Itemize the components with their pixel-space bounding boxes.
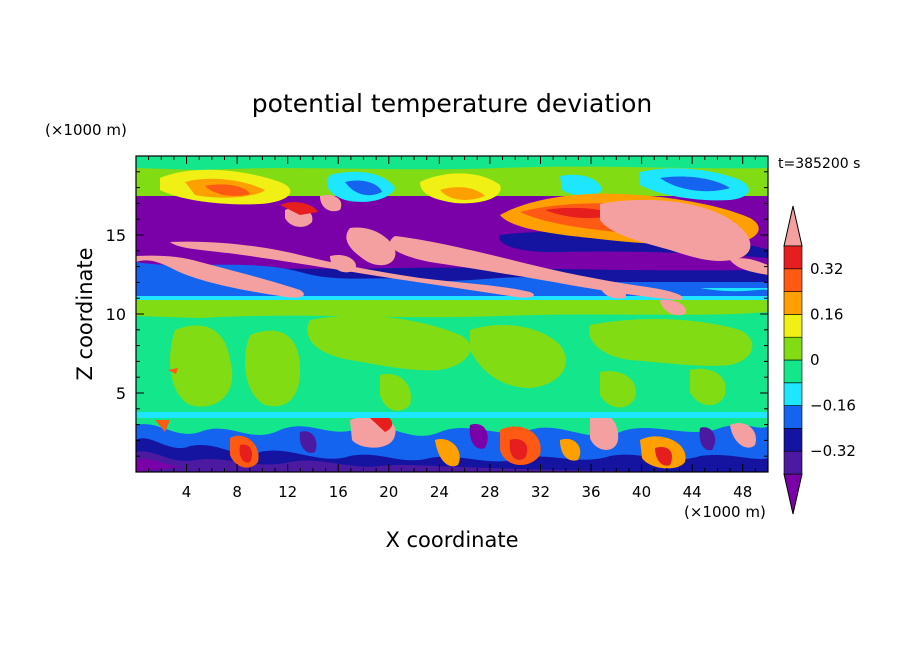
y-axis: 5 10 15 bbox=[106, 171, 768, 457]
y-tick-label: 5 bbox=[116, 384, 126, 403]
x-unit-label: (×1000 m) bbox=[684, 503, 766, 521]
chart-title: potential temperature deviation bbox=[252, 89, 652, 118]
x-tick-label: 48 bbox=[733, 483, 752, 501]
x-tick-label: 8 bbox=[232, 483, 242, 501]
colorbar-segment bbox=[783, 428, 803, 452]
heatmap-field bbox=[136, 156, 768, 472]
colorbar-tick-label: 0.32 bbox=[810, 260, 843, 278]
y-axis-label: Z coordinate bbox=[73, 247, 97, 380]
y-tick-label: 15 bbox=[106, 226, 126, 245]
colorbar-segment bbox=[783, 291, 803, 315]
colorbar: 0.32 0.16 0 −0.16 −0.32 bbox=[783, 205, 856, 515]
colorbar-segment bbox=[783, 450, 803, 475]
x-tick-label: 36 bbox=[581, 483, 600, 501]
colorbar-segment bbox=[783, 268, 803, 292]
x-tick-label: 12 bbox=[278, 483, 297, 501]
colorbar-tick-label: −0.16 bbox=[810, 397, 856, 415]
x-tick-label: 24 bbox=[430, 483, 449, 501]
colorbar-tick-label: 0 bbox=[810, 351, 820, 369]
x-tick-label: 20 bbox=[379, 483, 398, 501]
x-axis-label: X coordinate bbox=[385, 528, 518, 552]
colorbar-tick-label: 0.16 bbox=[810, 305, 843, 323]
colorbar-extend-high bbox=[783, 205, 803, 247]
colorbar-extend-low bbox=[783, 473, 803, 515]
x-axis: 4 8 12 16 20 24 28 32 36 40 44 48 bbox=[148, 156, 756, 501]
x-tick-label: 4 bbox=[182, 483, 192, 501]
colorbar-segment bbox=[783, 336, 803, 361]
time-label: t=385200 s bbox=[778, 156, 860, 172]
colorbar-tick-label: −0.32 bbox=[810, 442, 856, 460]
y-unit-label: (×1000 m) bbox=[45, 121, 127, 139]
x-tick-label: 44 bbox=[683, 483, 702, 501]
colorbar-segment bbox=[783, 314, 803, 338]
x-tick-label: 16 bbox=[329, 483, 348, 501]
colorbar-segment bbox=[783, 405, 803, 429]
colorbar-segment bbox=[783, 359, 803, 384]
boundary-layer bbox=[136, 412, 768, 472]
x-tick-label: 40 bbox=[632, 483, 651, 501]
mid-layer bbox=[136, 300, 768, 418]
x-tick-label: 28 bbox=[480, 483, 499, 501]
top-layer bbox=[136, 156, 768, 261]
x-tick-label: 32 bbox=[531, 483, 550, 501]
y-tick-label: 10 bbox=[106, 305, 126, 324]
colorbar-segment bbox=[783, 245, 803, 270]
colorbar-segment bbox=[783, 382, 803, 406]
